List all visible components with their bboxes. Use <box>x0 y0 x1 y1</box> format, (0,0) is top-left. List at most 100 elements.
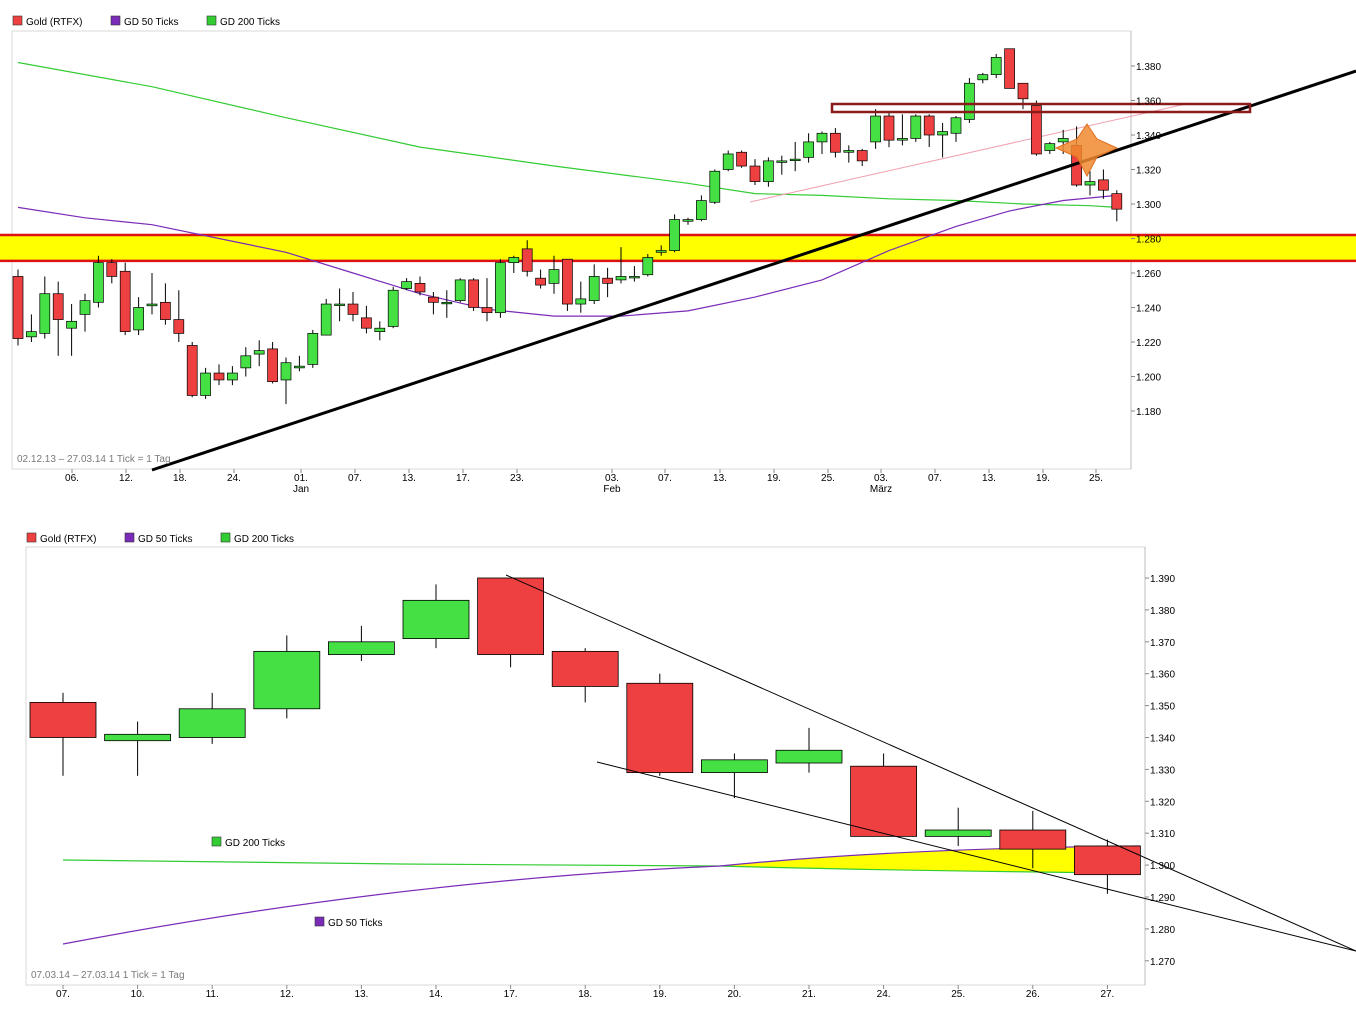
candle-body <box>119 270 131 332</box>
candle <box>294 355 305 372</box>
candle-body <box>374 327 386 333</box>
candle-body <box>816 132 828 143</box>
x-tick-label: 24. <box>227 473 241 484</box>
candle <box>79 293 91 332</box>
candle-body <box>468 279 479 308</box>
candle <box>186 342 198 398</box>
candle-body <box>1098 179 1109 191</box>
candle-body <box>66 320 77 329</box>
candle <box>227 366 238 386</box>
candle-body <box>763 160 774 182</box>
candle <box>964 78 975 123</box>
star-marker <box>1054 123 1119 178</box>
candle-body <box>200 372 211 396</box>
candle <box>682 217 694 225</box>
candle-body <box>508 257 520 264</box>
candle-body <box>213 372 225 381</box>
top-annotations <box>151 69 1356 472</box>
y-tick-label: 1.330 <box>1150 765 1175 776</box>
candle <box>468 278 479 311</box>
bottom-legend: Gold (RTFX) GD 50 Ticks GD 200 Ticks <box>26 532 294 545</box>
legend-swatch-gd50 <box>110 15 121 26</box>
resistance-box <box>830 102 1252 114</box>
candle <box>402 584 470 649</box>
candle <box>602 267 613 298</box>
candle-body <box>267 348 278 383</box>
y-tick-label: 1.340 <box>1150 734 1175 745</box>
candle <box>320 298 332 336</box>
x-tick-label: 19. <box>653 989 667 1000</box>
candle-body <box>789 158 801 161</box>
candle-body <box>387 289 399 327</box>
x-tick-label: 03. <box>874 473 888 484</box>
bottom-x-axis-ticks: 07. 10. 11. 12. 13. 14. 17. 18. 19. 20. 21. 24. 25. 2… <box>56 985 1114 1000</box>
candle-body <box>669 219 680 251</box>
candle <box>749 159 761 186</box>
candle-body <box>280 362 292 381</box>
candle <box>977 72 989 84</box>
x-tick-label: 01. <box>294 473 308 484</box>
pink-trend-line <box>749 102 1191 203</box>
candle <box>923 114 935 148</box>
x-tick-label: 23. <box>510 473 524 484</box>
candle-body <box>1017 82 1029 100</box>
legend-swatch-gd50-2 <box>124 532 135 543</box>
x-tick-label: 12. <box>280 989 294 1000</box>
candle <box>29 692 97 776</box>
candle <box>575 281 587 313</box>
candle <box>937 122 948 158</box>
candle-body <box>977 74 989 81</box>
x-tick-label: 13. <box>354 989 368 1000</box>
candle <box>763 157 774 187</box>
legend-swatch-gd200 <box>206 15 217 26</box>
candle <box>816 131 828 154</box>
candle <box>883 112 895 148</box>
candle-body <box>1084 181 1096 186</box>
candle-body <box>441 301 453 305</box>
candle <box>307 329 319 368</box>
candle-body <box>964 82 975 120</box>
x-tick-label: 18. <box>173 473 187 484</box>
lower-wedge-line <box>596 761 1356 952</box>
candle <box>990 53 1002 79</box>
candle <box>626 673 694 776</box>
y-tick-label: 1.200 <box>1136 373 1161 384</box>
candle <box>856 148 868 167</box>
candle-body <box>775 749 843 764</box>
candle-body <box>253 350 265 355</box>
top-annotations-back <box>749 102 1191 203</box>
candle <box>387 286 399 329</box>
bottom-inline-legends: GD 200 Ticks GD 50 Ticks <box>211 836 382 929</box>
legend-label-gd200: GD 200 Ticks <box>220 17 280 28</box>
candle <box>1111 190 1123 222</box>
candle-body <box>626 682 694 773</box>
x-tick-label: 13. <box>982 473 996 484</box>
x-tick-label: 27. <box>1100 989 1114 1000</box>
candle-body <box>106 262 118 277</box>
candle <box>119 262 131 336</box>
candle <box>850 753 917 837</box>
candle <box>267 342 278 384</box>
candle-body <box>897 138 908 141</box>
inline-swatch-gd200 <box>211 836 222 847</box>
top-legend: Gold (RTFX) GD 50 Ticks GD 200 Ticks <box>12 15 280 28</box>
legend-swatch-gold <box>12 15 23 26</box>
y-tick-label: 1.320 <box>1136 166 1161 177</box>
candle-body <box>334 303 345 306</box>
x-tick-label: 20. <box>727 989 741 1000</box>
candle-body <box>186 345 198 396</box>
candle-body <box>1111 193 1123 210</box>
candle <box>830 128 841 158</box>
x-tick-label: 13. <box>713 473 727 484</box>
legend-swatch-gold-2 <box>26 532 37 543</box>
candle-body <box>736 151 747 167</box>
candle <box>775 727 843 773</box>
candle-body <box>990 57 1002 75</box>
x-tick-label: 17. <box>456 473 470 484</box>
candle-body <box>521 248 533 272</box>
candle <box>93 255 104 308</box>
candle <box>910 114 922 142</box>
candle-body <box>327 641 395 655</box>
x-tick-label: 17. <box>504 989 518 1000</box>
